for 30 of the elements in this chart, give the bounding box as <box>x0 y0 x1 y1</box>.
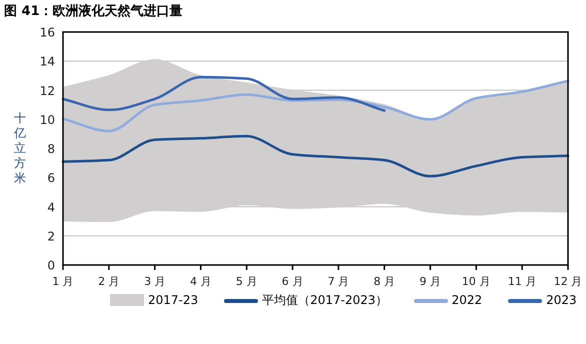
line-series <box>62 80 570 132</box>
x-tick-label: 10 月 <box>462 275 490 288</box>
chart-title: 图 41：欧洲液化天然气进口量 <box>4 2 183 20</box>
x-tick-label: 8 月 <box>374 275 396 288</box>
x-tick-label: 5 月 <box>236 275 258 288</box>
x-tick-label: 9 月 <box>420 275 442 288</box>
legend-label: 2022 <box>452 292 482 308</box>
x-tick-label: 11 月 <box>508 275 536 288</box>
y-tick-label: 8 <box>47 142 55 156</box>
y-tick-label: 12 <box>40 84 55 98</box>
y-tick-label: 2 <box>47 229 55 244</box>
y-axis-title: 十亿立方米 <box>13 111 26 185</box>
y-tick-label: 14 <box>40 54 55 69</box>
x-tick-label: 4 月 <box>190 275 212 288</box>
legend-label: 平均值（2017-2023） <box>262 292 388 308</box>
legend-label: 2023 <box>546 292 577 308</box>
x-tick-label: 3 月 <box>144 275 166 288</box>
y-tick-label: 6 <box>47 171 55 186</box>
x-tick-label: 6 月 <box>282 275 304 288</box>
x-tick-label: 2 月 <box>98 275 120 288</box>
line-series <box>62 134 570 178</box>
y-tick-label: 10 <box>40 112 55 127</box>
y-tick-label: 4 <box>47 200 55 214</box>
line-series <box>62 76 386 112</box>
x-tick-label: 7 月 <box>328 275 350 288</box>
y-tick-label: 16 <box>40 26 55 40</box>
x-tick-label: 12 月 <box>554 275 582 288</box>
y-tick-label: 0 <box>47 258 55 272</box>
legend-label: 2017-23 <box>148 292 198 308</box>
x-tick-label: 1 月 <box>52 275 74 288</box>
